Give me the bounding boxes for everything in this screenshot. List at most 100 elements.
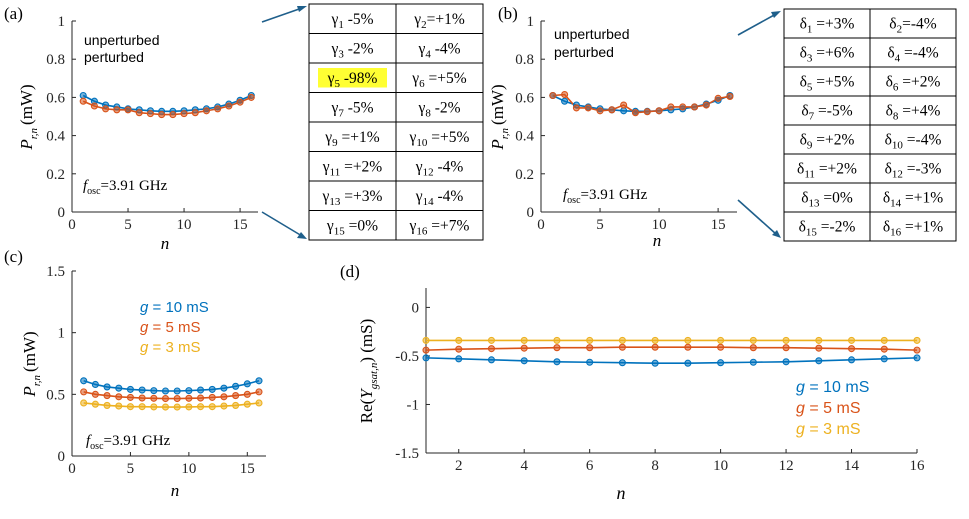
panel-d-point-g-5-ms	[651, 343, 659, 351]
panel-a-point-perturbed	[247, 93, 255, 101]
panel-b-point-perturbed	[584, 104, 592, 112]
panel-a-table-cell	[395, 210, 484, 241]
panel-b-table-cell	[783, 182, 871, 213]
panel-d-legend-g3-text: = 3 mS	[805, 421, 861, 438]
panel-b-table-sub: 1	[807, 24, 813, 36]
panel-a-table-value: =+1%	[338, 129, 380, 146]
panel-d-xlabel: n	[617, 483, 626, 503]
panel-b-table-cell	[869, 182, 957, 213]
panel-b-table-symbol: δ	[883, 219, 890, 236]
panel-b-fosc-sub: osc	[567, 195, 581, 206]
panel-b-series	[552, 93, 731, 114]
panel-c-fosc-f: f	[86, 433, 92, 449]
panel-c-ylabel: Pr,n (mW)	[20, 331, 43, 397]
panel-d-point-g-5-ms	[455, 345, 463, 353]
panel-b-point-perturbed	[679, 103, 687, 111]
panel-b-table-sub: 2	[897, 24, 903, 36]
panel-b-table-value: =-5%	[814, 103, 853, 120]
panel-a-xlabel: n	[161, 234, 170, 253]
panel-a-table-cell	[395, 121, 484, 152]
panel-c-point-g-3-ms	[197, 403, 205, 411]
panel-b-table-cell-text: δ15 =-2%	[799, 219, 856, 239]
panel-b-table-cell	[869, 153, 957, 184]
panel-d-x-tick-label: 6	[586, 458, 594, 474]
panel-c-point-g-5-ms	[185, 394, 193, 402]
panel-d-point-g-5-ms	[913, 346, 921, 354]
panel-d-x-tick-label: 8	[651, 458, 659, 474]
panel-b-point-perturbed	[608, 106, 616, 114]
panel-d-point-g-3-ms	[422, 336, 430, 344]
panel-a-table-cell-text: γ8 -2%	[417, 99, 460, 119]
panel-a-arrow-top	[261, 7, 303, 23]
panel-d-x-tick-label: 4	[520, 458, 528, 474]
panel-b-point-unperturbed	[620, 107, 628, 115]
panel-a-point-perturbed	[90, 102, 98, 110]
panel-b-table-cell	[783, 153, 871, 184]
panel-b-table-cell-text: δ4 =-4%	[887, 45, 938, 65]
panel-b-table-value: =-4%	[903, 132, 942, 149]
panel-a-point-perturbed	[146, 110, 154, 118]
panel-a-table-value: -2%	[431, 99, 461, 116]
panel-c-point-g-5-ms	[208, 393, 216, 401]
panel-c-point-g-5-ms	[138, 394, 146, 402]
panel-a-arrowhead-bottom	[297, 232, 307, 239]
panel-d-point-g-10-ms	[618, 359, 626, 367]
panel-d-point-g-5-ms	[847, 345, 856, 353]
panel-b-table-symbol: δ	[797, 161, 804, 178]
panel-d-point-g-10-ms	[815, 357, 823, 365]
panel-b-table-sub: 9	[807, 140, 813, 152]
panel-a-table-sub: 10	[416, 137, 428, 149]
panel-c-point-g-10-ms	[243, 380, 251, 388]
panel-b-table-cell	[869, 8, 957, 39]
panel-b-table-sub: 14	[890, 198, 902, 210]
panel-b-table-cell	[869, 211, 957, 242]
panel-a-table-symbol: γ	[411, 70, 419, 87]
panel-d-point-g-10-ms	[651, 359, 659, 367]
panel-c-x-tick-label: 15	[240, 461, 255, 477]
panel-c-point-g-5-ms	[80, 388, 88, 396]
panel-b-point-unperturbed	[561, 97, 569, 105]
panel-d-x-tick-label: 14	[844, 458, 860, 474]
panel-a-table-cell-text: γ13 =+3%	[322, 188, 383, 208]
panel-d: (d) 2 4 6 8 10 12 14 16 0 -0.5 -1 -1.5 g = 10 mS g …	[340, 262, 925, 503]
panel-b-x-tick-label: 10	[652, 217, 667, 233]
panel-a-table-cell	[308, 3, 397, 34]
panel-a-table-symbol: γ	[330, 99, 338, 116]
panel-a-fosc-sub: osc	[87, 186, 101, 197]
panel-b-table-sub: 7	[809, 111, 815, 123]
panel-a-table-symbol: γ	[326, 217, 334, 234]
panel-d-point-g-3-ms	[553, 336, 561, 344]
panel-c-point-g-5-ms	[255, 388, 263, 396]
panel-a-table-sub: 1	[338, 19, 344, 31]
panel-a-point-perturbed	[79, 97, 87, 105]
panel-a-table-value: -5%	[344, 11, 374, 28]
panel-b-table-cell-text: δ13 =0%	[801, 190, 853, 210]
panel-d-point-g-10-ms	[422, 354, 430, 362]
panel-d-point-g-5-ms	[586, 344, 594, 352]
panel-c-legend-g3-text: = 3 mS	[148, 339, 200, 356]
panel-d-y-tick-label: -1.5	[395, 446, 419, 462]
panel-b-table-value: =+2%	[898, 74, 940, 91]
panel-a-table-value: =+5%	[427, 129, 469, 146]
panel-a-table-value: =+7%	[427, 217, 469, 234]
panel-b-table-sub: 4	[895, 53, 901, 65]
panel-c-x-tick-label: 0	[68, 461, 76, 477]
panel-b-ylabel-unit: (mW)	[488, 84, 507, 125]
panel-b-table-sub: 10	[892, 140, 904, 152]
panel-d-x-tick-label: 2	[455, 458, 463, 474]
panel-d-y-tick-label: -1	[407, 397, 420, 413]
panel-d-point-g-5-ms	[553, 344, 561, 352]
panel-d-point-g-3-ms	[717, 336, 725, 344]
panel-c-point-g-3-ms	[80, 399, 88, 407]
panel-a-table-symbol: γ	[322, 188, 330, 205]
panel-a-arrowhead-top	[297, 6, 307, 12]
panel-a-table-cell-text: γ2=+1%	[413, 11, 465, 31]
panel-a-fosc-value: =3.91 GHz	[101, 178, 168, 194]
panel-a-point-perturbed	[214, 105, 222, 113]
panel-a-point-perturbed	[135, 109, 143, 117]
panel-c-point-g-3-ms	[220, 402, 228, 410]
panel-b-table-symbol: δ	[800, 74, 807, 91]
panel-b-table-value: =+2%	[815, 161, 857, 178]
panel-c-ylabel-unit: (mW)	[20, 331, 39, 372]
panel-c-point-g-10-ms	[91, 380, 99, 389]
